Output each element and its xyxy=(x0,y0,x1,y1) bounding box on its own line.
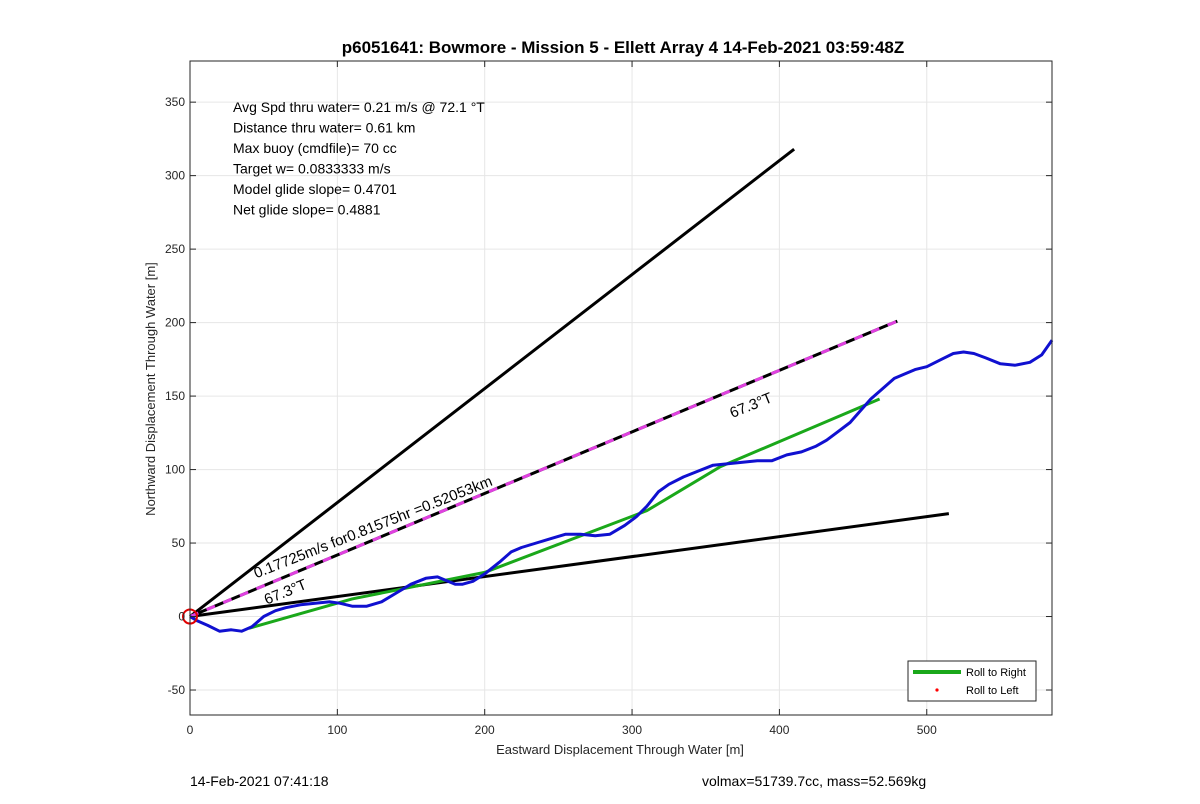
annotations: 0.17725m/s for0.81575hr =0.52053km 67.3°T… xyxy=(252,389,775,608)
x-axis-label: Eastward Displacement Through Water [m] xyxy=(496,742,744,757)
line-annotation: 67.3°T xyxy=(727,389,774,421)
info-line: Target w= 0.0833333 m/s xyxy=(233,161,391,177)
legend[interactable]: Roll to Right Roll to Left xyxy=(907,660,1037,702)
y-tick-label: 50 xyxy=(172,536,186,550)
info-line: Model glide slope= 0.4701 xyxy=(233,181,397,197)
info-line: Net glide slope= 0.4881 xyxy=(233,202,381,218)
legend-label: Roll to Right xyxy=(966,667,1026,679)
axes-frame xyxy=(189,60,1053,716)
legend-label: Roll to Left xyxy=(966,685,1019,697)
footer-timestamp: 14-Feb-2021 07:41:18 xyxy=(190,773,329,789)
x-tick-label: 500 xyxy=(917,723,937,737)
line-annotation: 0.17725m/s for0.81575hr =0.52053km xyxy=(252,473,495,582)
legend-marker-roll-to-left xyxy=(935,688,939,692)
footer-volmax-mass: volmax=51739.7cc, mass=52.569kg xyxy=(702,773,927,789)
data-series xyxy=(182,339,1054,633)
info-line: Max buoy (cmdfile)= 70 cc xyxy=(233,140,397,156)
y-tick-label: -50 xyxy=(168,683,186,697)
y-tick-label: 0 xyxy=(178,610,185,624)
y-tick-label: 100 xyxy=(165,463,185,477)
axis-ticks: 0 100 200 300 400 500 -50 0 50 100 150 200 250 300 350 xyxy=(165,61,1052,737)
x-tick-label: 400 xyxy=(769,723,789,737)
y-tick-label: 250 xyxy=(165,242,185,256)
y-tick-label: 300 xyxy=(165,169,185,183)
chart-title: p6051641: Bowmore - Mission 5 - Ellett A… xyxy=(342,38,905,57)
grid xyxy=(189,61,1052,715)
x-tick-label: 100 xyxy=(327,723,347,737)
reference-line xyxy=(189,512,950,619)
y-axis-label: Northward Displacement Through Water [m] xyxy=(143,262,158,516)
y-tick-label: 350 xyxy=(165,95,185,109)
legend-box xyxy=(907,660,1037,702)
reference-line-dashed xyxy=(189,319,898,618)
y-tick-label: 200 xyxy=(165,316,185,330)
info-line: Avg Spd thru water= 0.21 m/s @ 72.1 °T xyxy=(233,99,485,115)
x-tick-label: 300 xyxy=(622,723,642,737)
x-tick-label: 200 xyxy=(475,723,495,737)
reference-line xyxy=(189,147,796,618)
reference-lines xyxy=(189,147,950,619)
info-line: Distance thru water= 0.61 km xyxy=(233,120,415,136)
info-box: Avg Spd thru water= 0.21 m/s @ 72.1 °T Di… xyxy=(233,99,485,218)
y-tick-label: 150 xyxy=(165,389,185,403)
x-tick-label: 0 xyxy=(187,723,194,737)
glider-track-line xyxy=(189,339,1054,633)
series-line-roll-to-right xyxy=(248,397,881,630)
